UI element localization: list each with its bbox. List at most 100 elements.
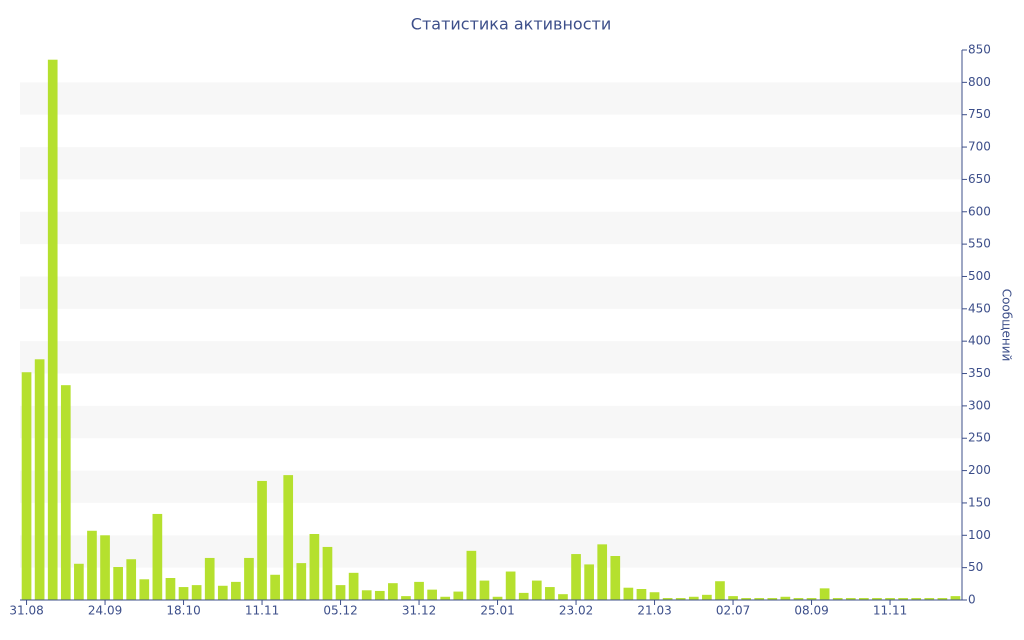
bar bbox=[623, 587, 634, 600]
bar bbox=[662, 598, 673, 600]
grid-band bbox=[20, 470, 962, 503]
bar bbox=[584, 564, 594, 600]
y-tick-label: 650 bbox=[968, 172, 991, 186]
y-tick-label: 150 bbox=[968, 495, 991, 509]
bar bbox=[21, 372, 32, 600]
bar bbox=[309, 534, 320, 600]
bar bbox=[649, 592, 660, 600]
y-tick-label: 250 bbox=[968, 431, 991, 445]
bar bbox=[505, 571, 516, 600]
y-tick-label: 850 bbox=[968, 43, 991, 57]
bar bbox=[126, 559, 137, 600]
chart-title: Статистика активности bbox=[411, 15, 611, 34]
bar bbox=[715, 581, 725, 600]
bar bbox=[597, 544, 608, 600]
y-tick-label: 500 bbox=[968, 269, 991, 283]
x-tick-label: 31.12 bbox=[402, 604, 436, 618]
x-tick-label: 25.01 bbox=[480, 604, 514, 618]
bar bbox=[558, 594, 568, 600]
bar bbox=[270, 574, 280, 600]
x-tick-label: 02.07 bbox=[716, 604, 750, 618]
y-tick-label: 400 bbox=[968, 334, 991, 348]
grid-band bbox=[20, 405, 962, 439]
bar bbox=[675, 598, 686, 600]
y-tick-label: 800 bbox=[968, 75, 991, 89]
bar bbox=[531, 580, 542, 600]
bar bbox=[859, 598, 869, 600]
bar bbox=[60, 385, 71, 600]
bar bbox=[217, 585, 228, 600]
bar bbox=[885, 598, 895, 600]
bar bbox=[152, 513, 163, 600]
bar bbox=[414, 581, 424, 600]
bar bbox=[440, 596, 451, 600]
bar bbox=[374, 590, 385, 600]
bar bbox=[780, 596, 791, 600]
bar bbox=[754, 598, 765, 600]
bar bbox=[518, 592, 529, 600]
y-tick-label: 450 bbox=[968, 301, 991, 315]
bar bbox=[571, 554, 581, 600]
bar bbox=[937, 598, 948, 600]
bar bbox=[191, 585, 202, 600]
bar bbox=[47, 59, 58, 601]
bar bbox=[335, 585, 346, 600]
bar bbox=[911, 598, 922, 600]
bar bbox=[636, 589, 647, 600]
bar bbox=[113, 567, 123, 600]
x-tick-label: 31.08 bbox=[9, 604, 43, 618]
x-tick-label: 08.09 bbox=[794, 604, 828, 618]
bar bbox=[165, 578, 176, 600]
bar bbox=[728, 596, 738, 600]
bar bbox=[34, 359, 45, 600]
bar bbox=[427, 589, 437, 600]
y-tick-label: 750 bbox=[968, 107, 991, 121]
bar bbox=[741, 598, 751, 600]
x-tick-label: 11.11 bbox=[245, 604, 279, 618]
bar bbox=[100, 535, 110, 600]
bar bbox=[492, 596, 503, 600]
grid-band bbox=[20, 276, 962, 309]
y-tick-label: 0 bbox=[968, 593, 976, 607]
bar bbox=[479, 580, 490, 600]
y-tick-label: 50 bbox=[968, 560, 983, 574]
bar bbox=[466, 550, 477, 600]
bar bbox=[702, 594, 712, 600]
bar bbox=[231, 581, 241, 600]
grid-band bbox=[20, 82, 962, 115]
bar bbox=[388, 583, 398, 600]
x-tick-label: 24.09 bbox=[88, 604, 122, 618]
bar bbox=[832, 598, 843, 600]
bar bbox=[950, 596, 961, 600]
bar bbox=[819, 588, 830, 600]
bar bbox=[806, 598, 817, 600]
bar bbox=[401, 596, 411, 600]
y-tick-label: 100 bbox=[968, 528, 991, 542]
grid-band bbox=[20, 535, 962, 568]
bar bbox=[767, 598, 778, 600]
bar bbox=[872, 598, 882, 600]
bar bbox=[898, 598, 908, 600]
y-tick-label: 550 bbox=[968, 237, 991, 251]
bar bbox=[348, 572, 359, 600]
y-tick-label: 600 bbox=[968, 204, 991, 218]
bar bbox=[453, 591, 464, 600]
bar bbox=[257, 480, 267, 600]
y-tick-label: 350 bbox=[968, 366, 991, 380]
grid-band bbox=[20, 147, 962, 180]
y-tick-label: 700 bbox=[968, 140, 991, 154]
bar bbox=[74, 563, 84, 600]
grid-band bbox=[20, 341, 962, 374]
x-tick-label: 23.02 bbox=[559, 604, 593, 618]
grid-band bbox=[20, 211, 962, 245]
bar bbox=[793, 598, 804, 600]
bar bbox=[244, 557, 254, 600]
y-tick-label: 300 bbox=[968, 398, 991, 412]
x-tick-label: 18.10 bbox=[166, 604, 200, 618]
x-tick-label: 05.12 bbox=[323, 604, 357, 618]
bar bbox=[545, 587, 555, 600]
bar bbox=[296, 563, 307, 600]
y-tick-label: 200 bbox=[968, 463, 991, 477]
y-axis-label: Сообщений bbox=[1000, 289, 1014, 362]
